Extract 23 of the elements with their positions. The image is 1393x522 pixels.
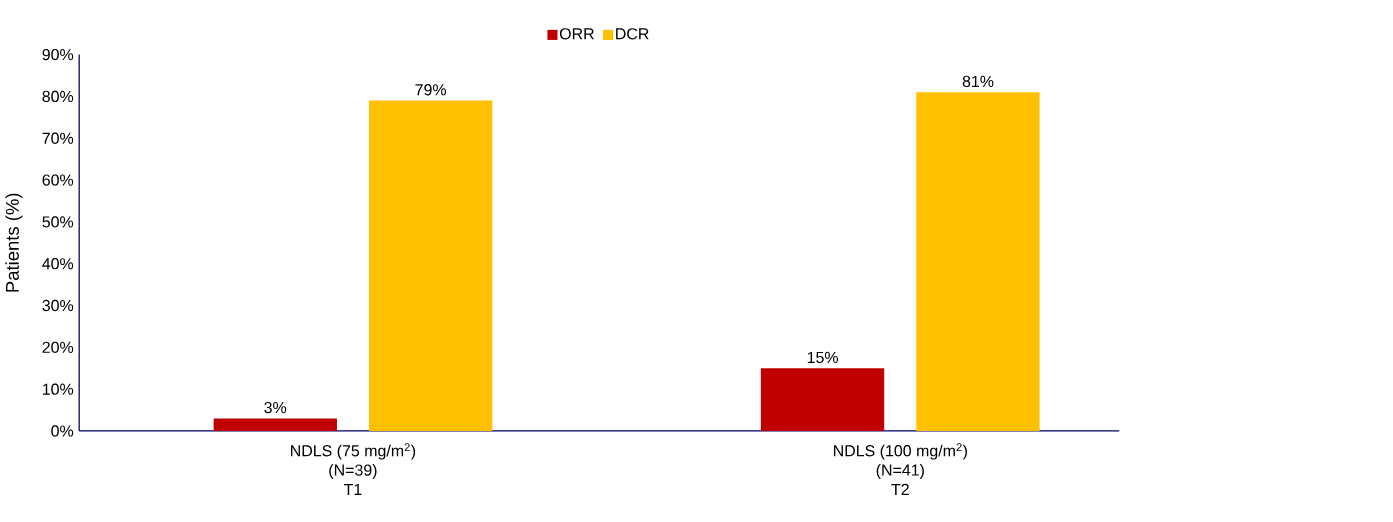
data-label: 79% (415, 84, 447, 96)
y-tick-label: 0% (51, 425, 74, 437)
data-label: 15% (807, 351, 838, 364)
y-tick-label: 90% (42, 49, 74, 61)
y-tick-label: 30% (42, 300, 74, 312)
data-label: 81% (962, 75, 994, 88)
legend-label: DCR (616, 28, 649, 40)
category-label: NDLS (100 mg/m$^{2}$) (N=41) T2 (833, 443, 967, 496)
y-tick-label: 10% (42, 383, 74, 395)
bar (760, 368, 885, 432)
y-tick-label: 20% (42, 341, 74, 354)
y-tick-label: 80% (42, 90, 74, 103)
bar (213, 418, 337, 432)
data-label: 3% (264, 402, 287, 414)
y-tick-label: 70% (42, 132, 74, 145)
legend-label: ORR (559, 28, 594, 40)
y-tick-label: 50% (42, 216, 74, 228)
y-axis-title: Patients (%) (5, 193, 23, 292)
bar (916, 92, 1040, 432)
y-tick-label: 60% (42, 174, 74, 186)
bar (368, 100, 493, 432)
y-tick-label: 40% (42, 258, 74, 270)
category-label: NDLS (75 mg/m$^{2}$) (N=39) T1 (291, 443, 416, 496)
